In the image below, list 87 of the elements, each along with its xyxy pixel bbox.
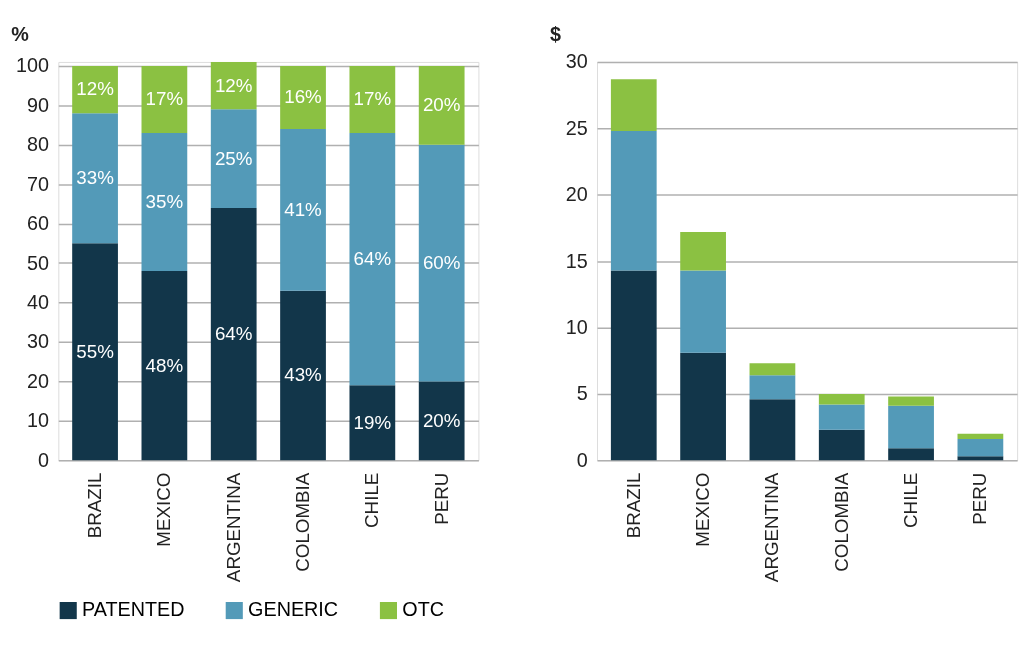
x-tick-label: CHILE (899, 472, 921, 528)
data-label: 17% (145, 88, 184, 110)
bar (957, 439, 1004, 457)
data-label: 12% (76, 78, 115, 100)
bar (280, 65, 326, 129)
legend-label: OTC (402, 598, 445, 621)
y-tick-label: 0 (37, 448, 49, 471)
data-label: 19% (353, 411, 392, 433)
bar (610, 79, 657, 131)
bar (888, 396, 934, 406)
y-tick-label: 100 (15, 54, 49, 77)
bar (818, 404, 865, 430)
y-axis-title: % (11, 22, 30, 45)
data-label: 64% (214, 323, 253, 345)
bar (141, 270, 188, 461)
legend-label: GENERIC (248, 598, 339, 621)
bar (818, 393, 865, 405)
legend-label: PATENTED (82, 598, 185, 621)
y-tick-label: 15 (565, 249, 588, 272)
bar (957, 433, 1004, 440)
data-label: 20% (422, 409, 461, 431)
bar (418, 65, 465, 145)
y-tick-label: 90 (26, 93, 49, 116)
y-tick-label: 40 (26, 290, 49, 313)
y-tick-label: 0 (576, 448, 588, 471)
y-tick-label: 10 (565, 315, 588, 338)
y-tick-label: 70 (26, 172, 49, 195)
data-label: 17% (353, 88, 392, 110)
bar (280, 129, 326, 291)
bar (888, 448, 934, 461)
x-tick-label: MEXICO (153, 472, 175, 547)
bar (957, 456, 1004, 461)
bar (349, 132, 396, 386)
data-label: 48% (145, 354, 184, 376)
y-tick-label: 20 (26, 369, 49, 392)
bar (141, 65, 188, 133)
y-tick-label: 60 (26, 212, 49, 235)
x-tick-label: MEXICO (692, 472, 714, 547)
x-tick-label: BRAZIL (622, 472, 644, 539)
bar (349, 65, 396, 133)
data-label: 60% (422, 252, 461, 274)
y-tick-label: 50 (26, 251, 49, 274)
y-tick-label: 20 (565, 183, 588, 206)
data-label: 35% (145, 190, 184, 212)
y-tick-label: 5 (576, 382, 588, 405)
bar (749, 399, 796, 461)
data-label: 25% (214, 147, 253, 169)
bar (749, 375, 796, 400)
bar (141, 132, 188, 271)
bar (610, 131, 657, 271)
y-axis-title: $ (550, 22, 562, 45)
y-tick-label: 10 (26, 409, 49, 432)
data-label: 43% (284, 364, 323, 386)
data-label: 16% (284, 86, 323, 108)
x-tick-label: BRAZIL (83, 472, 105, 539)
bar (349, 385, 396, 461)
x-tick-label: COLOMBIA (830, 472, 852, 572)
x-tick-label: CHILE (361, 472, 383, 528)
x-tick-label: PERU (430, 472, 452, 525)
x-tick-label: PERU (969, 472, 991, 525)
bar (680, 352, 726, 461)
bar (610, 270, 657, 461)
y-tick-label: 80 (26, 133, 49, 156)
bar (210, 207, 257, 461)
x-tick-label: ARGENTINA (222, 472, 244, 583)
y-tick-label: 30 (26, 330, 49, 353)
data-label: 55% (76, 340, 115, 362)
bar (72, 113, 118, 244)
y-tick-label: 30 (565, 50, 588, 73)
bar (210, 109, 257, 208)
bar (418, 381, 465, 461)
data-label: 33% (76, 167, 115, 189)
bar (680, 231, 726, 271)
bar (418, 144, 465, 382)
data-label: 41% (284, 198, 323, 220)
bar (680, 270, 726, 353)
bar (72, 243, 118, 461)
data-label: 12% (214, 74, 253, 96)
data-label: 20% (422, 94, 461, 116)
bar (280, 290, 326, 461)
bar (818, 429, 865, 461)
bar (749, 363, 796, 376)
x-tick-label: COLOMBIA (291, 472, 313, 572)
y-tick-label: 25 (565, 116, 588, 139)
x-tick-label: ARGENTINA (761, 472, 783, 583)
bar (888, 405, 934, 449)
data-label: 64% (353, 248, 392, 270)
